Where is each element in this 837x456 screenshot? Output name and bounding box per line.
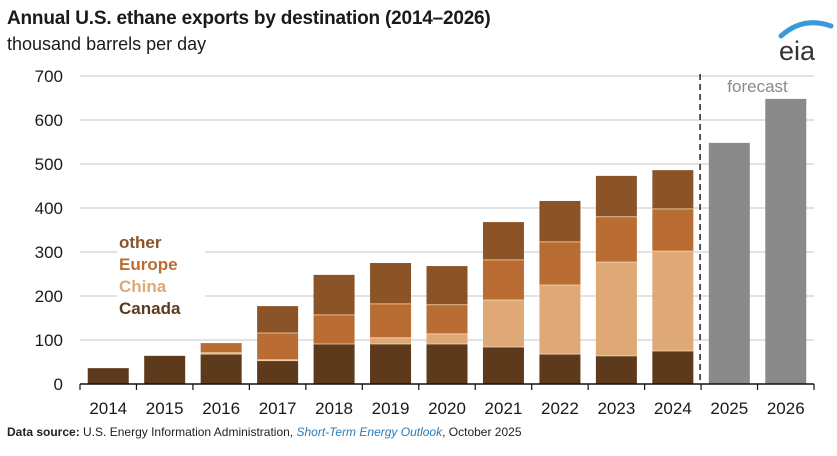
bar-europe-2021 bbox=[482, 259, 524, 300]
bar-europe-2019 bbox=[370, 303, 412, 338]
y-tick-label: 0 bbox=[54, 375, 63, 394]
chart-subtitle: thousand barrels per day bbox=[7, 34, 207, 54]
bar-canada-2018 bbox=[313, 343, 355, 384]
x-tick-label: 2025 bbox=[710, 399, 748, 418]
bar-canada-2015 bbox=[144, 355, 186, 384]
bar-other-2019 bbox=[370, 263, 412, 304]
source-date: , October 2025 bbox=[442, 425, 522, 439]
legend-item-other: other bbox=[119, 233, 162, 252]
x-tick-label: 2019 bbox=[372, 399, 410, 418]
x-tick-label: 2020 bbox=[428, 399, 466, 418]
x-tick-label: 2023 bbox=[597, 399, 635, 418]
x-tick-label: 2018 bbox=[315, 399, 353, 418]
x-tick-label: 2015 bbox=[146, 399, 184, 418]
legend-item-canada: Canada bbox=[119, 299, 181, 318]
bar-china-2024 bbox=[652, 251, 694, 351]
bar-europe-2016 bbox=[200, 343, 242, 353]
bars bbox=[87, 98, 807, 384]
bar-other-2024 bbox=[652, 170, 694, 209]
axes bbox=[79, 383, 815, 390]
eia-logo-text: eia bbox=[779, 36, 816, 64]
bar-canada-2024 bbox=[652, 351, 694, 384]
bar-europe-2017 bbox=[257, 332, 299, 360]
y-tick-label: 100 bbox=[35, 331, 63, 350]
bar-china-2022 bbox=[539, 285, 581, 355]
chart-title: Annual U.S. ethane exports by destinatio… bbox=[7, 8, 491, 29]
y-tick-label: 500 bbox=[35, 155, 63, 174]
x-tick-label: 2017 bbox=[259, 399, 297, 418]
bar-canada-2021 bbox=[482, 347, 524, 384]
x-tick-label: 2014 bbox=[89, 399, 127, 418]
bar-europe-2022 bbox=[539, 241, 581, 285]
bar-canada-2023 bbox=[595, 355, 637, 384]
bar-other-2021 bbox=[482, 222, 524, 260]
bar-other-2017 bbox=[257, 306, 299, 333]
source-org: U.S. Energy Information Administration, bbox=[83, 425, 294, 439]
bar-canada-2020 bbox=[426, 343, 468, 384]
legend-background bbox=[117, 232, 205, 318]
y-tick-label: 400 bbox=[35, 199, 63, 218]
bar-europe-2023 bbox=[595, 216, 637, 263]
bar-canada-2019 bbox=[370, 343, 412, 384]
x-tick-label: 2021 bbox=[485, 399, 523, 418]
data-source: Data source: U.S. Energy Information Adm… bbox=[7, 425, 522, 439]
x-tick-labels: 2014 2015 2016 2017 2018 2019 2020 2021 2022 2023… bbox=[89, 399, 804, 418]
bar-forecast-2025 bbox=[708, 142, 750, 384]
bar-china-2023 bbox=[595, 262, 637, 356]
source-label: Data source: bbox=[7, 425, 80, 439]
bar-other-2018 bbox=[313, 274, 355, 315]
bar-europe-2020 bbox=[426, 304, 468, 334]
y-tick-labels: 0 100 200 300 400 500 600 700 bbox=[35, 67, 63, 394]
bar-china-2021 bbox=[482, 299, 524, 348]
y-tick-label: 300 bbox=[35, 243, 63, 262]
bar-china-2020 bbox=[426, 333, 468, 344]
bar-europe-2024 bbox=[652, 208, 694, 252]
bar-china-2019 bbox=[370, 337, 412, 344]
bar-canada-2016 bbox=[200, 354, 242, 384]
y-tick-label: 700 bbox=[35, 67, 63, 86]
forecast-annotation: forecast bbox=[727, 77, 788, 96]
x-tick-label: 2016 bbox=[202, 399, 240, 418]
eia-logo-icon: eia bbox=[778, 20, 834, 64]
bar-canada-2017 bbox=[257, 360, 299, 384]
bar-other-2020 bbox=[426, 266, 468, 305]
legend-item-europe: Europe bbox=[119, 255, 178, 274]
bar-other-2023 bbox=[595, 175, 637, 217]
bar-canada-2014 bbox=[87, 368, 129, 384]
legend: other Europe China Canada bbox=[117, 232, 205, 318]
y-tick-label: 200 bbox=[35, 287, 63, 306]
bar-canada-2022 bbox=[539, 354, 581, 384]
bar-china-2016 bbox=[200, 352, 242, 355]
legend-item-china: China bbox=[119, 277, 167, 296]
x-tick-label: 2024 bbox=[654, 399, 692, 418]
x-tick-label: 2026 bbox=[767, 399, 805, 418]
source-publication-link[interactable]: Short-Term Energy Outlook bbox=[296, 425, 443, 439]
bar-europe-2018 bbox=[313, 314, 355, 344]
y-tick-label: 600 bbox=[35, 111, 63, 130]
x-tick-label: 2022 bbox=[541, 399, 579, 418]
bar-forecast-2026 bbox=[765, 98, 807, 384]
bar-other-2022 bbox=[539, 200, 581, 242]
